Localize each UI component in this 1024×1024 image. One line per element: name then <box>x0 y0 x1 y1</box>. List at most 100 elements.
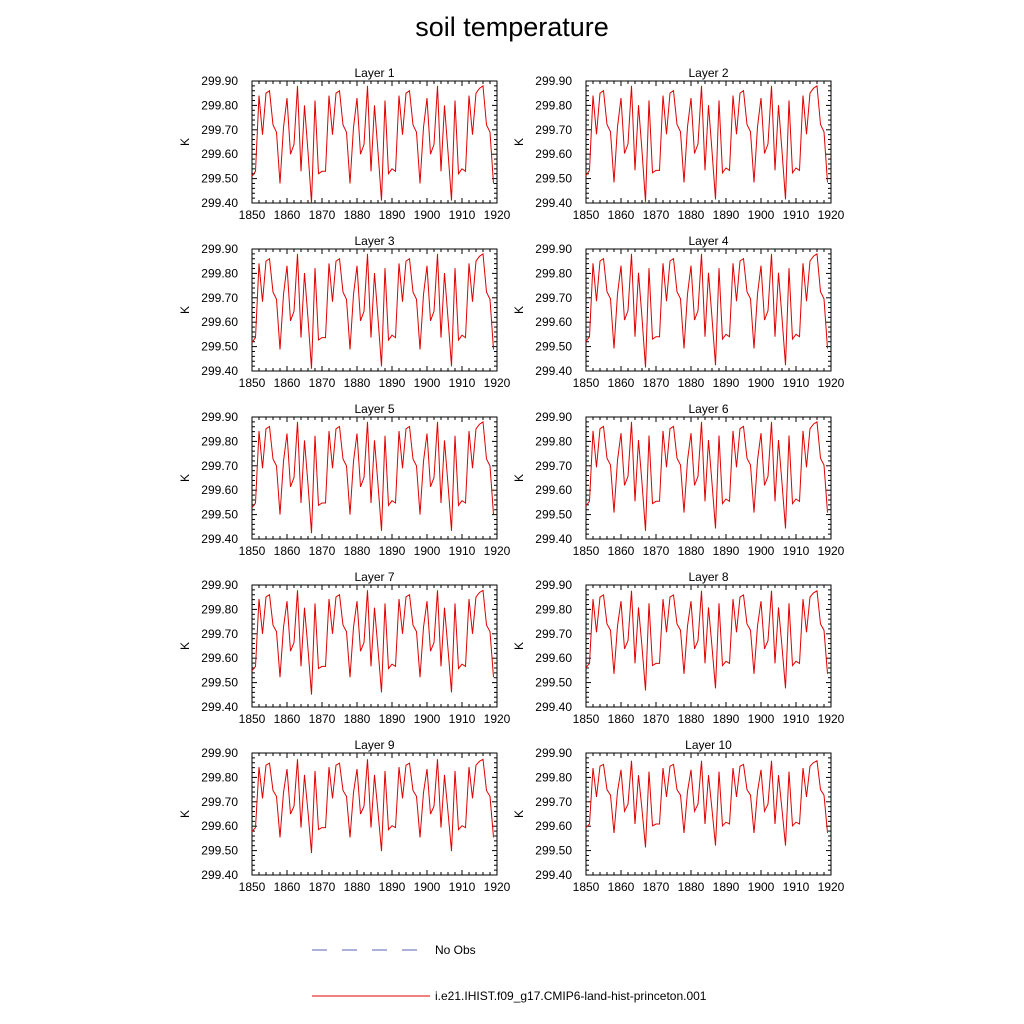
x-tick-label: 1880 <box>678 880 705 894</box>
y-tick-label: 299.50 <box>535 676 572 690</box>
y-tick-label: 299.40 <box>535 364 572 378</box>
panel-frame <box>251 80 498 204</box>
x-tick-label: 1870 <box>643 376 670 390</box>
panel-title: Layer 5 <box>354 402 394 416</box>
x-tick-label: 1910 <box>449 208 476 222</box>
y-tick-label: 299.90 <box>201 242 238 256</box>
panel-frame <box>251 248 498 372</box>
y-tick-label: 299.60 <box>201 315 238 329</box>
x-tick-label: 1850 <box>573 712 600 726</box>
x-tick-label: 1920 <box>484 880 511 894</box>
x-tick-label: 1850 <box>239 544 266 558</box>
series-line-layer-8 <box>585 589 828 691</box>
x-tick-label: 1870 <box>309 376 336 390</box>
y-tick-label: 299.50 <box>535 508 572 522</box>
y-tick-label: 299.80 <box>201 770 238 784</box>
x-tick-label: 1900 <box>748 208 775 222</box>
panel-title: Layer 4 <box>688 234 728 248</box>
x-tick-label: 1900 <box>748 544 775 558</box>
y-tick-label: 299.40 <box>201 700 238 714</box>
y-tick-label: 299.80 <box>201 434 238 448</box>
x-tick-label: 1910 <box>783 712 810 726</box>
y-axis-label: K <box>512 474 526 482</box>
series-line-layer-9 <box>251 758 494 854</box>
panel-title: Layer 8 <box>688 570 728 584</box>
x-tick-label: 1910 <box>449 544 476 558</box>
x-tick-label: 1890 <box>379 544 406 558</box>
y-tick-label: 299.50 <box>201 508 238 522</box>
panel-frame <box>251 584 498 708</box>
y-tick-label: 299.40 <box>201 196 238 210</box>
y-tick-label: 299.80 <box>535 770 572 784</box>
y-tick-label: 299.80 <box>201 602 238 616</box>
x-tick-label: 1860 <box>608 208 635 222</box>
y-tick-label: 299.80 <box>535 266 572 280</box>
y-tick-label: 299.70 <box>535 795 572 809</box>
y-tick-label: 299.50 <box>535 172 572 186</box>
x-tick-label: 1900 <box>748 880 775 894</box>
x-tick-label: 1850 <box>573 880 600 894</box>
series-line-layer-1 <box>251 85 494 204</box>
x-tick-label: 1920 <box>818 880 845 894</box>
x-tick-label: 1900 <box>414 880 441 894</box>
y-tick-label: 299.90 <box>535 578 572 592</box>
x-tick-label: 1850 <box>239 376 266 390</box>
x-tick-label: 1870 <box>309 208 336 222</box>
x-tick-label: 1920 <box>818 544 845 558</box>
x-tick-label: 1900 <box>414 544 441 558</box>
x-tick-label: 1910 <box>783 880 810 894</box>
y-tick-label: 299.50 <box>201 676 238 690</box>
x-tick-label: 1890 <box>713 208 740 222</box>
y-axis-label: K <box>512 306 526 314</box>
x-tick-label: 1880 <box>678 208 705 222</box>
x-tick-label: 1900 <box>414 712 441 726</box>
x-tick-label: 1860 <box>274 208 301 222</box>
panel-title: Layer 3 <box>354 234 394 248</box>
y-axis-label: K <box>512 810 526 818</box>
y-tick-label: 299.70 <box>535 459 572 473</box>
x-tick-label: 1920 <box>818 712 845 726</box>
y-tick-label: 299.40 <box>535 532 572 546</box>
x-tick-label: 1870 <box>309 544 336 558</box>
x-tick-label: 1890 <box>379 880 406 894</box>
x-tick-label: 1890 <box>713 544 740 558</box>
y-tick-label: 299.40 <box>535 868 572 882</box>
x-tick-label: 1900 <box>748 712 775 726</box>
series-line-layer-3 <box>251 253 494 369</box>
legend-label-model: i.e21.IHIST.f09_g17.CMIP6-land-hist-prin… <box>435 989 707 1003</box>
panel-title: Layer 10 <box>685 738 732 752</box>
x-tick-label: 1920 <box>818 376 845 390</box>
y-tick-label: 299.60 <box>201 819 238 833</box>
x-tick-label: 1890 <box>379 208 406 222</box>
panel-title: Layer 1 <box>354 66 394 80</box>
series-line-layer-7 <box>251 589 494 695</box>
x-tick-label: 1920 <box>484 208 511 222</box>
y-tick-label: 299.50 <box>201 340 238 354</box>
panel-title: Layer 6 <box>688 402 728 416</box>
y-tick-label: 299.80 <box>201 266 238 280</box>
y-tick-label: 299.90 <box>535 410 572 424</box>
x-tick-label: 1920 <box>484 712 511 726</box>
x-tick-label: 1890 <box>713 712 740 726</box>
y-axis-label: K <box>178 474 192 482</box>
x-tick-label: 1880 <box>344 712 371 726</box>
x-tick-label: 1880 <box>344 376 371 390</box>
y-tick-label: 299.50 <box>535 340 572 354</box>
x-tick-label: 1860 <box>274 544 301 558</box>
y-tick-label: 299.70 <box>201 459 238 473</box>
x-tick-label: 1860 <box>274 712 301 726</box>
y-tick-label: 299.60 <box>201 651 238 665</box>
y-axis-label: K <box>178 642 192 650</box>
y-tick-label: 299.70 <box>201 291 238 305</box>
panel-frame <box>585 416 832 540</box>
x-tick-label: 1860 <box>274 880 301 894</box>
x-tick-label: 1900 <box>748 376 775 390</box>
y-tick-label: 299.60 <box>535 819 572 833</box>
x-tick-label: 1870 <box>643 208 670 222</box>
x-tick-label: 1880 <box>678 544 705 558</box>
x-tick-label: 1920 <box>818 208 845 222</box>
y-tick-label: 299.80 <box>535 434 572 448</box>
y-tick-label: 299.90 <box>201 74 238 88</box>
y-tick-label: 299.60 <box>535 147 572 161</box>
